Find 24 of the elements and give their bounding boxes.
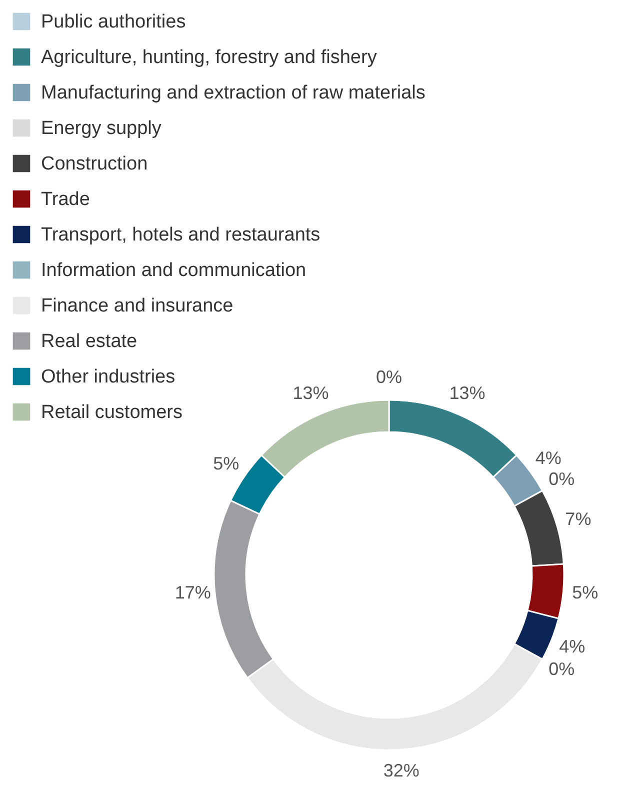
data-label: 17% (174, 582, 211, 603)
data-label: 5% (572, 582, 598, 603)
legend-label: Retail customers (41, 402, 182, 423)
data-label: 32% (383, 760, 420, 781)
text: 0% (376, 367, 402, 387)
legend-label: Construction (41, 154, 148, 174)
text: 0% (548, 658, 575, 679)
data-label: 4% (559, 636, 586, 657)
data-label: 5% (213, 453, 240, 474)
legend-label: Transport, hotels and restaurants (41, 224, 320, 246)
data-label: 13% (449, 383, 486, 404)
data-label: 7% (565, 509, 592, 530)
legend-label: Real estate (41, 331, 138, 352)
data-label: 13% (292, 383, 329, 404)
text: 0% (548, 469, 575, 490)
legend-label: Energy supply (41, 118, 162, 139)
legend-label: Trade (41, 189, 90, 210)
legend-label: Finance and insurance (41, 296, 234, 316)
legend-label: Manufacturing and extraction of raw materials (41, 82, 426, 104)
legend-label: Information and communication (41, 260, 306, 281)
legend-label: Agriculture, hunting, forestry and fishery (41, 47, 378, 68)
legend-label: Public authorities (41, 12, 186, 32)
legend-label: Other industries (41, 366, 176, 388)
data-label: 4% (535, 448, 562, 468)
